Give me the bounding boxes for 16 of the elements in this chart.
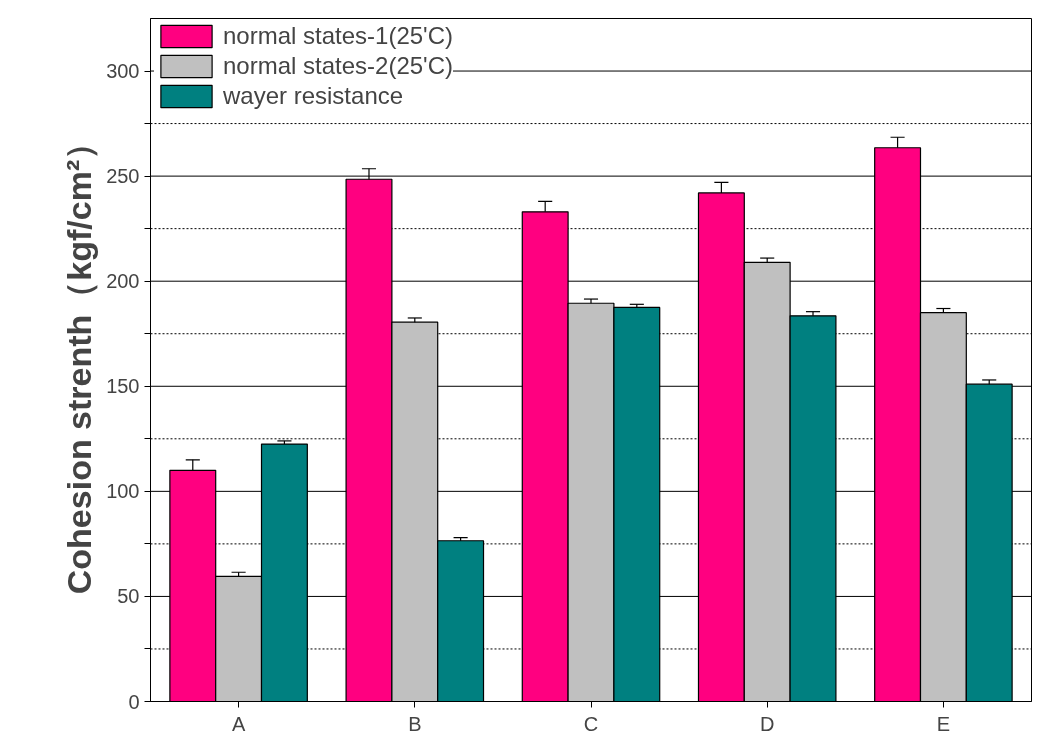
y-tick-label: 0 [128, 690, 140, 713]
y-tick-label: 100 [106, 480, 140, 503]
y-tick-label: 200 [106, 270, 140, 293]
x-tick-label: A [231, 712, 246, 735]
y-axis-title: Cohesion strenth（kgf/cm²） [60, 125, 99, 595]
legend-label: normal states-1(25'C) [223, 22, 453, 50]
x-tick-label: B [408, 712, 422, 735]
x-tick-label: C [583, 712, 599, 735]
x-tick-label: E [936, 712, 951, 735]
y-tick-label: 250 [106, 165, 140, 188]
x-tick-label: D [759, 712, 775, 735]
legend-label: normal states-2(25'C) [223, 52, 453, 80]
y-tick-label: 50 [117, 585, 140, 608]
y-tick-label: 150 [106, 375, 140, 398]
legend-label: wayer resistance [223, 82, 404, 110]
y-tick-label: 300 [106, 60, 140, 83]
